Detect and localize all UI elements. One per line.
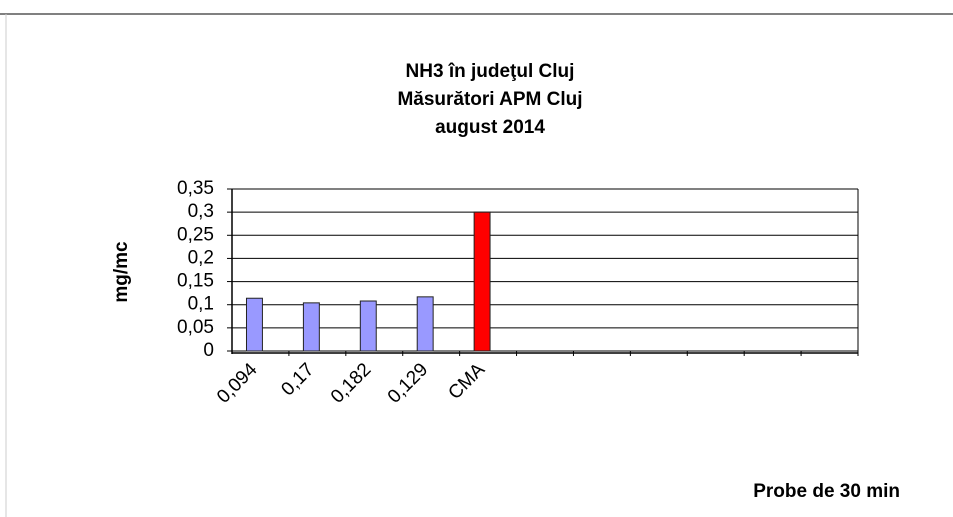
x-tick-label: 0,17	[277, 359, 318, 400]
bar	[473, 211, 491, 352]
bar	[359, 300, 377, 352]
y-axis-title: mg/mc	[111, 241, 132, 303]
y-tick-label: 0,3	[188, 201, 214, 222]
y-tick-label: 0,35	[177, 178, 214, 199]
y-tick-label: 0	[203, 340, 214, 361]
chart-title: Măsurători APM Cluj	[397, 89, 582, 110]
y-tick-label: 0,05	[177, 317, 214, 338]
bar	[302, 302, 320, 352]
bar	[245, 297, 263, 352]
y-tick-label: 0,25	[177, 224, 214, 245]
x-axis-title: Probe de 30 min	[753, 481, 900, 502]
x-tick-label: 0,094	[213, 359, 262, 408]
chart-title: NH3 în judeţul Cluj	[406, 61, 575, 82]
y-tick-label: 0,2	[188, 247, 214, 268]
x-tick-label: 0,129	[384, 359, 432, 407]
x-tick-label: CMA	[444, 359, 489, 404]
x-tick-label: 0,182	[327, 359, 375, 407]
y-tick-label: 0,1	[188, 294, 214, 315]
chart-title: august 2014	[435, 117, 545, 138]
bar	[416, 296, 434, 352]
y-tick-label: 0,15	[177, 271, 214, 292]
